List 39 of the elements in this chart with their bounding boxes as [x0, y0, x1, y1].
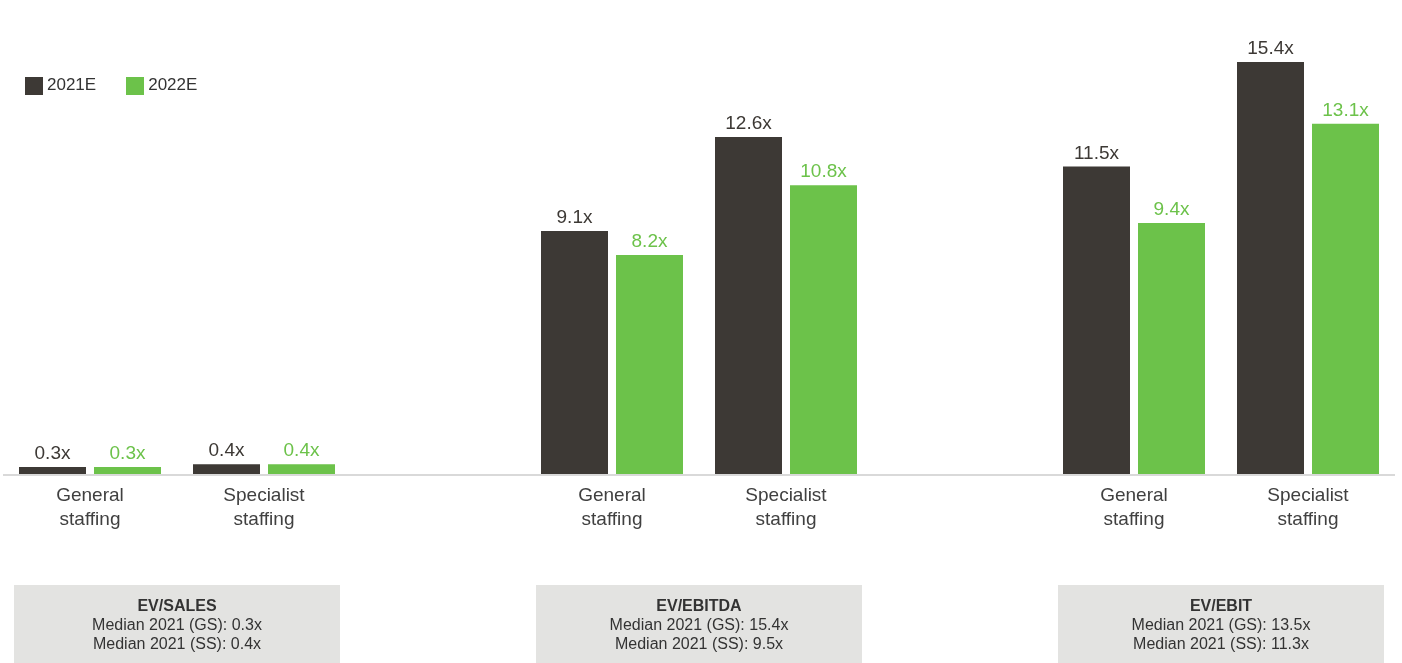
- bar: [1138, 222, 1205, 475]
- text: Median 2021 (SS): 9.5x: [613, 634, 785, 653]
- data-label: 0.4x: [208, 439, 245, 461]
- text: EV/SALES: [136, 596, 218, 615]
- x-tick-label: Specialist staffing: [745, 484, 828, 529]
- legend-label: 2022E: [148, 75, 198, 94]
- bar: [1237, 62, 1304, 475]
- data-label: 13.1x: [1322, 98, 1370, 120]
- x-tick-label: Specialist staffing: [223, 484, 306, 529]
- text: EV/EBIT: [1188, 596, 1254, 615]
- data-label: 0.3x: [109, 441, 146, 463]
- text: EV/EBITDA: [655, 596, 743, 615]
- data-label: 8.2x: [631, 230, 668, 252]
- bar: [790, 185, 857, 475]
- data-label: 11.5x: [1073, 141, 1120, 163]
- data-label: 15.4x: [1247, 37, 1295, 58]
- data-label: 10.8x: [800, 160, 848, 182]
- text: Median 2021 (SS): 11.3x: [1132, 634, 1310, 653]
- bar: [1063, 166, 1130, 475]
- data-label: 12.6x: [725, 112, 773, 134]
- bar: [715, 137, 782, 475]
- bar: [193, 464, 260, 475]
- text: Median 2021 (GS): 0.3x: [91, 615, 263, 634]
- text: Median 2021 (SS): 0.4x: [91, 634, 263, 653]
- x-tick-label: General staffing: [1100, 484, 1168, 529]
- text: Median 2021 (GS): 15.4x: [608, 615, 790, 634]
- data-label: 0.3x: [34, 441, 71, 463]
- data-label: 9.1x: [556, 205, 593, 227]
- legend-label: 2021E: [47, 75, 97, 94]
- bar: [268, 464, 335, 475]
- data-label: 0.4x: [283, 439, 320, 461]
- bar: [616, 255, 683, 475]
- x-tick-label: General staffing: [578, 484, 646, 529]
- x-tick-label: Specialist staffing: [1267, 484, 1350, 529]
- x-tick-label: General staffing: [56, 484, 124, 529]
- data-label: 9.4x: [1153, 197, 1190, 219]
- bar: [1312, 123, 1379, 475]
- bar: [541, 230, 608, 475]
- text: Median 2021 (GS): 13.5x: [1130, 615, 1312, 634]
